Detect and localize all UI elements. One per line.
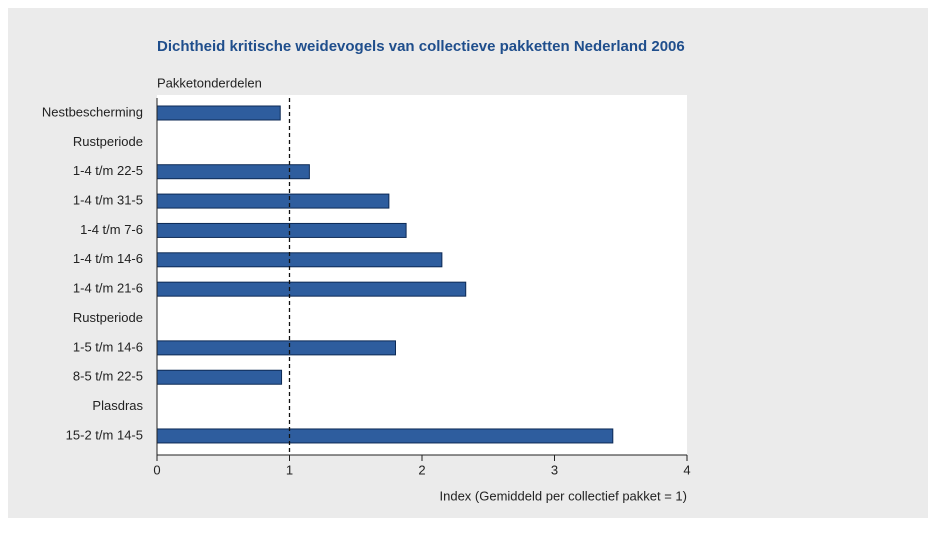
y-tick-label: Rustperiode (73, 310, 143, 325)
x-axis-label: Index (Gemiddeld per collectief pakket =… (440, 488, 688, 503)
chart-title: Dichtheid kritische weidevogels van coll… (157, 38, 685, 55)
y-tick-label: Nestbescherming (42, 104, 143, 119)
y-tick-label: 1-4 t/m 14-6 (73, 251, 143, 266)
bar (156, 369, 283, 385)
y-tick-label: 8-5 t/m 22-5 (73, 369, 143, 384)
y-axis-label: Pakketonderdelen (157, 75, 262, 90)
y-tick-label: 15-2 t/m 14-5 (66, 427, 143, 442)
x-tick-label: 4 (683, 462, 690, 477)
y-tick-label: Plasdras (92, 398, 143, 413)
bar (156, 164, 310, 180)
y-tick-label: 1-5 t/m 14-6 (73, 339, 143, 354)
y-tick-label: 1-4 t/m 21-6 (73, 281, 143, 296)
bar (156, 193, 390, 209)
x-tick-label: 1 (286, 462, 293, 477)
bar (156, 340, 396, 356)
y-tick-label: Rustperiode (73, 134, 143, 149)
bar (156, 222, 407, 238)
bar (156, 281, 467, 297)
plot-area (157, 95, 687, 455)
y-tick-label: 1-4 t/m 22-5 (73, 163, 143, 178)
x-tick-label: 3 (551, 462, 558, 477)
x-tick-label: 0 (153, 462, 160, 477)
x-tick-label: 2 (418, 462, 425, 477)
y-tick-label: 1-4 t/m 31-5 (73, 193, 143, 208)
bar (156, 428, 614, 444)
y-tick-label: 1-4 t/m 7-6 (80, 222, 143, 237)
bar (156, 252, 443, 268)
bar (156, 105, 281, 121)
